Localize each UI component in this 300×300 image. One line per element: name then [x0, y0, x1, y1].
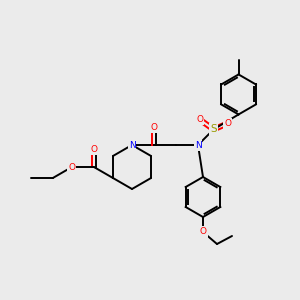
Text: O: O — [200, 227, 206, 236]
Text: O: O — [68, 163, 75, 172]
Text: N: N — [195, 140, 201, 149]
Text: S: S — [210, 124, 217, 134]
Text: O: O — [224, 119, 231, 128]
Text: O: O — [151, 122, 158, 131]
Text: N: N — [129, 140, 135, 149]
Text: O: O — [196, 115, 203, 124]
Text: O: O — [90, 145, 98, 154]
